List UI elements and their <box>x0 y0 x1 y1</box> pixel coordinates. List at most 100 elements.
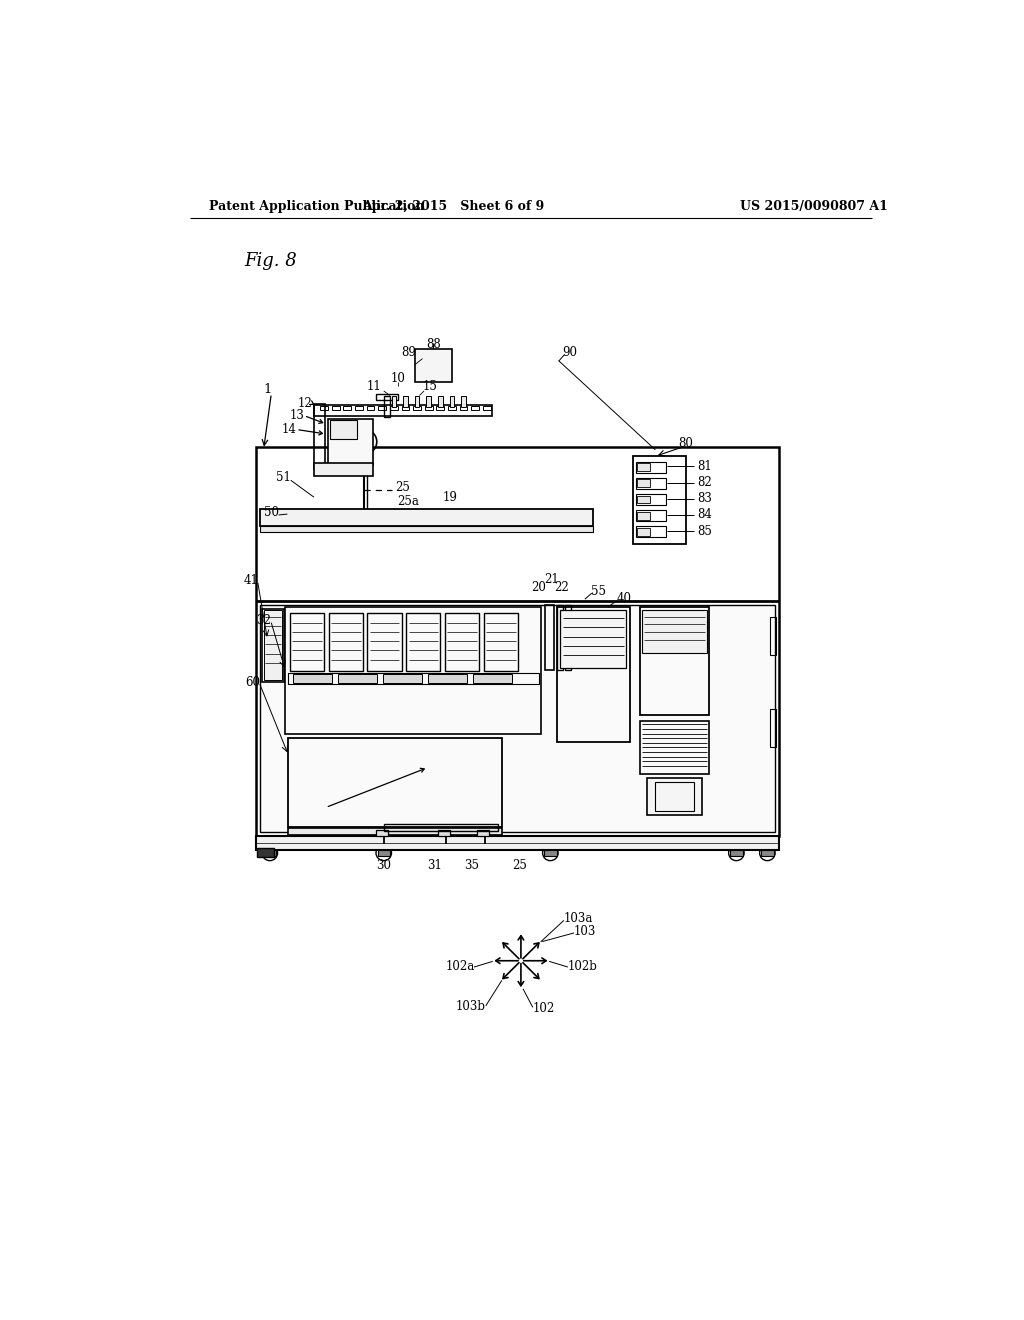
Bar <box>403 396 408 407</box>
Bar <box>414 405 421 411</box>
Bar <box>636 494 666 506</box>
Bar <box>560 610 627 668</box>
Bar <box>263 850 276 857</box>
Bar <box>471 405 479 411</box>
Text: 21: 21 <box>544 573 558 586</box>
Bar <box>321 405 328 411</box>
Bar <box>290 614 324 671</box>
Text: 80: 80 <box>679 437 693 450</box>
Bar <box>260 605 775 832</box>
Bar <box>293 673 332 682</box>
Bar <box>428 673 467 682</box>
Bar <box>426 396 431 407</box>
Bar <box>473 673 512 682</box>
Bar <box>401 405 410 411</box>
Circle shape <box>610 676 614 681</box>
Text: 83: 83 <box>697 492 712 506</box>
Bar <box>367 405 375 411</box>
Text: 50: 50 <box>264 506 280 519</box>
Text: 40: 40 <box>616 593 632 606</box>
Bar <box>770 616 776 655</box>
Circle shape <box>571 676 575 681</box>
Text: 30: 30 <box>376 859 391 871</box>
Bar <box>557 607 630 742</box>
Bar <box>256 447 779 836</box>
Bar <box>636 478 666 488</box>
Text: 25a: 25a <box>397 495 420 508</box>
Bar <box>438 396 442 407</box>
Bar <box>460 405 467 411</box>
Bar <box>636 511 666 521</box>
Bar <box>483 405 490 411</box>
Bar <box>557 605 563 671</box>
Bar <box>640 721 710 775</box>
Text: 103a: 103a <box>563 912 593 925</box>
Bar <box>637 528 649 536</box>
Text: 14: 14 <box>282 422 297 436</box>
Bar <box>770 709 776 747</box>
Circle shape <box>362 440 367 444</box>
Text: 11: 11 <box>367 380 382 393</box>
Text: 25: 25 <box>395 482 411 495</box>
Text: 85: 85 <box>697 524 712 537</box>
Text: 90: 90 <box>562 346 578 359</box>
Bar <box>637 512 649 520</box>
Bar <box>642 610 707 653</box>
Bar <box>378 850 390 857</box>
Circle shape <box>571 706 575 711</box>
Bar <box>289 834 503 838</box>
Text: 51: 51 <box>275 471 291 484</box>
Bar <box>438 830 451 836</box>
Bar <box>636 462 666 473</box>
Bar <box>636 527 666 537</box>
Text: 25: 25 <box>512 859 526 871</box>
Text: 22: 22 <box>555 581 569 594</box>
Bar <box>314 404 325 470</box>
Bar <box>483 614 518 671</box>
Text: 32: 32 <box>256 614 271 627</box>
Text: 15: 15 <box>423 380 437 393</box>
Text: US 2015/0090807 A1: US 2015/0090807 A1 <box>740 201 888 214</box>
Bar <box>647 779 701 816</box>
Bar <box>289 829 503 842</box>
Bar <box>633 455 686 544</box>
Text: 81: 81 <box>697 459 712 473</box>
Bar <box>338 673 377 682</box>
Bar <box>436 405 444 411</box>
Text: 82: 82 <box>697 477 712 490</box>
Bar <box>637 479 649 487</box>
Bar <box>730 850 742 857</box>
Bar <box>477 830 489 836</box>
Bar <box>314 405 493 416</box>
Bar <box>256 836 779 850</box>
Bar <box>449 405 456 411</box>
Text: 102a: 102a <box>445 961 474 973</box>
Text: 13: 13 <box>290 409 305 422</box>
Bar <box>262 609 284 682</box>
Bar <box>368 614 401 671</box>
Bar <box>286 607 541 734</box>
Bar <box>289 738 503 826</box>
Text: 20: 20 <box>531 581 546 594</box>
Text: 103: 103 <box>573 925 596 939</box>
Bar <box>330 420 356 440</box>
Bar <box>565 605 571 671</box>
Text: Patent Application Publication: Patent Application Publication <box>209 201 425 214</box>
Bar <box>260 508 593 525</box>
Bar <box>637 463 649 471</box>
Bar <box>314 462 373 477</box>
Circle shape <box>610 706 614 711</box>
Bar <box>384 396 390 417</box>
Bar <box>637 496 649 503</box>
Text: 102: 102 <box>532 1002 555 1015</box>
Text: 12: 12 <box>298 397 312 409</box>
Bar <box>391 396 396 407</box>
Bar <box>343 405 351 411</box>
Text: 60: 60 <box>245 676 260 689</box>
Bar <box>383 673 422 682</box>
Bar <box>263 610 283 681</box>
Bar <box>445 614 479 671</box>
Bar <box>544 850 557 857</box>
Bar <box>415 350 452 381</box>
Text: 19: 19 <box>442 491 457 504</box>
